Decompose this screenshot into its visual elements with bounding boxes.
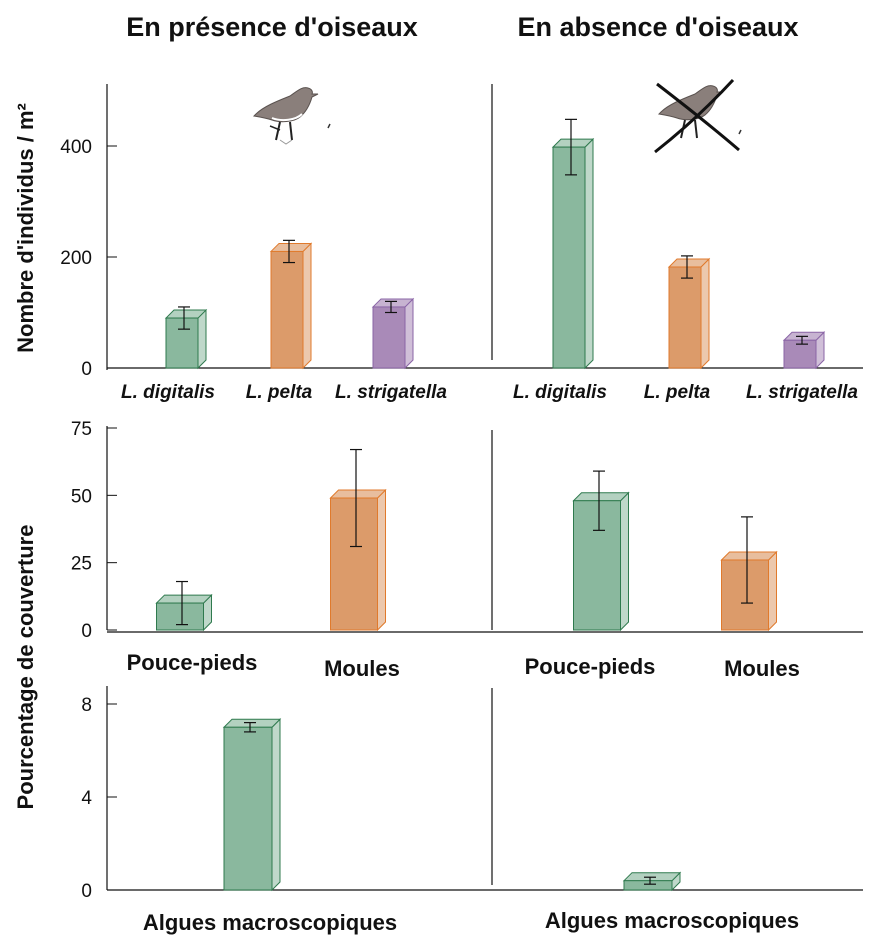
error-bar [244,721,256,733]
y-tick-label: 25 [71,554,92,575]
error-bar [681,255,693,279]
category-label: Moules [324,656,400,681]
category-label: L. pelta [246,382,313,403]
y-tick-label: 0 [81,881,92,902]
bar [269,242,313,370]
y-tick-label: 8 [81,695,92,716]
y-tick-label: 0 [81,621,92,642]
bar [329,488,387,632]
bar [572,491,630,632]
error-bar [644,876,656,885]
title-absence: En absence d'oiseaux [517,12,798,42]
category-label: Pouce-pieds [127,650,258,675]
error-bar [741,516,753,604]
bird-icon [252,87,331,145]
bar [222,718,282,892]
error-bar [796,335,808,345]
y-tick-label: 50 [71,486,92,507]
category-label: L. strigatella [746,382,858,403]
y-tick-label: 0 [81,359,92,380]
error-bar [350,448,362,548]
title-presence: En présence d'oiseaux [126,12,418,42]
error-bar [178,306,190,330]
bar [667,257,711,370]
category-label: L. strigatella [335,382,447,403]
bar [782,331,826,370]
error-bar [593,470,605,531]
category-label: Moules [724,656,800,681]
bar [622,871,682,892]
error-bar [385,300,397,314]
category-label: L. digitalis [513,382,607,403]
y-tick-label: 4 [81,788,92,809]
error-bar [283,239,295,264]
y-tick-label: 200 [60,248,92,269]
category-label: Algues macroscopiques [143,910,397,935]
bar [371,297,415,370]
category-label: L. digitalis [121,382,215,403]
error-bar [176,580,188,626]
bottom-panel: 0 4 8 Algues macroscopiques Algues macroscop… [81,686,863,935]
y-label-cover: Pourcentage de couverture [13,525,38,810]
y-tick-label: 75 [71,419,92,440]
category-label: Algues macroscopiques [545,908,799,933]
bar [551,137,595,370]
error-bar [565,118,577,176]
bar [720,550,778,632]
y-label-count: Nombre d'individus / m² [13,103,38,353]
bar [155,593,213,632]
category-label: Pouce-pieds [525,654,656,679]
bar [164,308,208,370]
top-panel: 0 200 400 L. digitalis L. pelta L. strigatell… [60,84,863,403]
middle-panel: 0 25 50 75 Pouce-pieds Moules Pouce-pieds Moule… [71,419,863,681]
crossed-bird-icon [654,78,742,154]
y-tick-label: 400 [60,137,92,158]
category-label: L. pelta [644,382,711,403]
